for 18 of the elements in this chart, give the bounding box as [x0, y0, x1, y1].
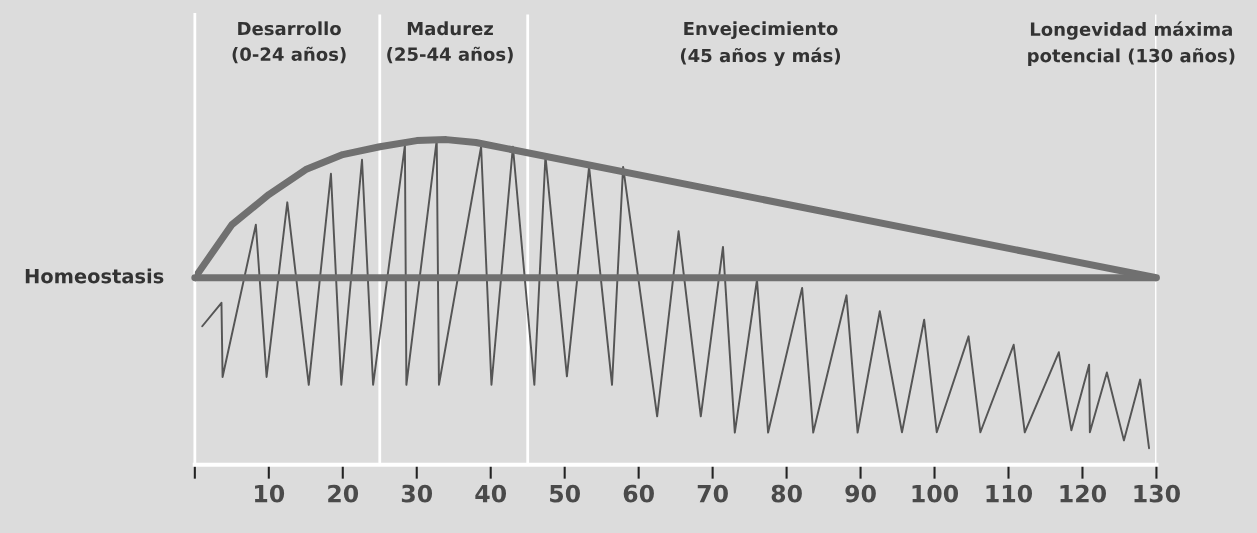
x-tick-label: 90 — [845, 484, 876, 503]
x-tick-label: 100 — [912, 484, 959, 503]
x-tick-label: 50 — [550, 484, 580, 503]
x-tick-label: 130 — [1134, 484, 1180, 503]
x-tick-label: 60 — [623, 484, 654, 503]
x-tick-label: 120 — [1060, 484, 1106, 503]
x-tick-label: 110 — [986, 484, 1033, 503]
text: Madurez (25-44 años) — [387, 21, 513, 64]
ref-line-label: Homeostasis — [25, 268, 164, 284]
x-tick-label: 30 — [401, 484, 433, 503]
x-tick-label: 40 — [475, 484, 507, 503]
x-tick-label: 20 — [328, 484, 359, 503]
text: Envejecimiento (45 años y más) — [680, 21, 841, 66]
x-tick-label: 70 — [697, 484, 728, 503]
text: Desarrollo (0-24 años) — [232, 21, 346, 64]
x-tick-label: 10 — [255, 484, 285, 503]
text: Longevidad máxima potencial (130 años) — [1028, 21, 1235, 66]
x-tick-label: 80 — [771, 484, 802, 503]
